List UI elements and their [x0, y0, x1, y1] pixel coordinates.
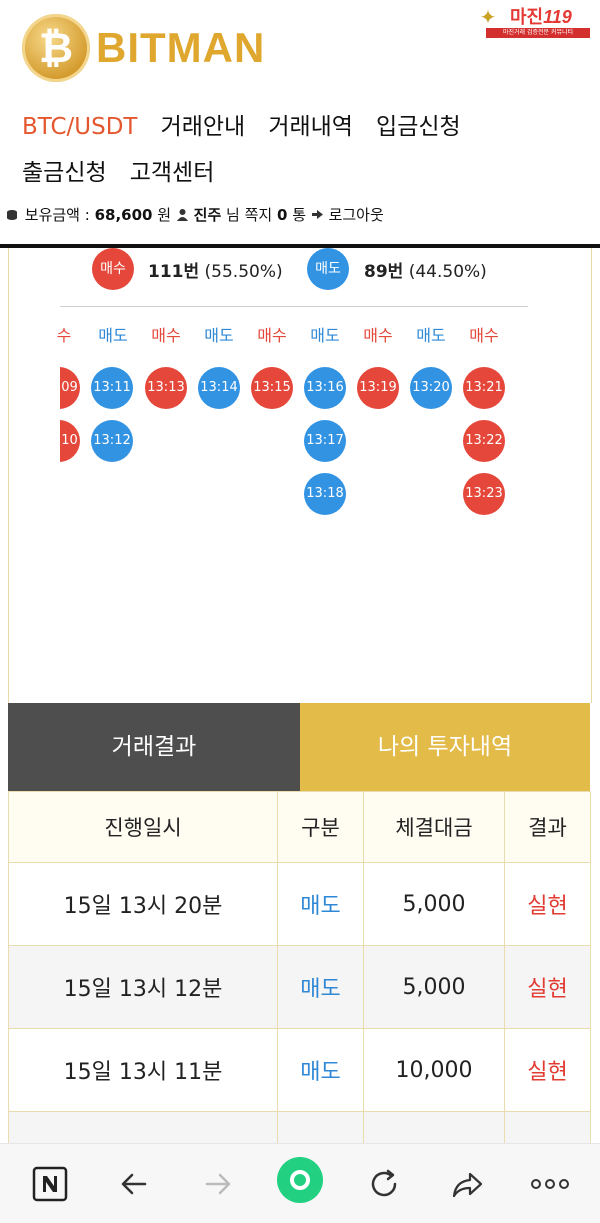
user-info-bar: 보유금액 : 68,600 원 진주 님 쪽지 0 통 로그아웃 [6, 204, 384, 225]
row-type: 매도 [277, 862, 364, 946]
time-cell: 13:20 [410, 367, 452, 409]
sell-badge: 매도 [307, 248, 349, 290]
nav-deposit[interactable]: 입금신청 [376, 114, 461, 140]
time-cell: 13:11 [91, 367, 133, 409]
badge-subtitle: 마진거래 검증전문 커뮤니티 [486, 28, 590, 38]
column-label: 매수 [469, 326, 499, 345]
refresh-icon[interactable] [362, 1162, 406, 1206]
column-label: 매수 [363, 326, 393, 345]
column-label: 매도 [310, 326, 340, 345]
row-amount: 10,000 [363, 1028, 505, 1112]
column-label: 매수 [151, 326, 181, 345]
header-divider [0, 244, 600, 248]
share-icon[interactable] [446, 1162, 490, 1206]
column-label: 매도 [416, 326, 446, 345]
time-cell: 13:12 [91, 420, 133, 462]
table-row: 15일 13시 12분 매도 5,000 실현 [8, 945, 591, 1029]
majin-badge[interactable]: ✦ 마진119 마진거래 검증전문 커뮤니티 [466, 5, 592, 38]
user-icon [176, 207, 189, 221]
table-row: 15일 13시 11분 매도 10,000 실현 [8, 1028, 591, 1112]
time-cell: 13:19 [357, 367, 399, 409]
header-result: 결과 [504, 791, 591, 863]
result-tabs: 거래결과 나의 투자내역 [8, 703, 590, 791]
time-cell: 13:16 [304, 367, 346, 409]
time-cell: 13:21 [463, 367, 505, 409]
balance-value: 68,600 [94, 206, 153, 224]
balance-unit: 원 [157, 206, 172, 224]
main-nav-row2: 출금신청 고객센터 [22, 156, 232, 190]
time-cell: 13:22 [463, 420, 505, 462]
nav-trade-guide[interactable]: 거래안내 [160, 114, 246, 140]
home-icon[interactable] [276, 1156, 324, 1204]
forward-icon[interactable] [196, 1162, 240, 1206]
tab-trade-result[interactable]: 거래결과 [8, 703, 300, 791]
site-header: ₿ BITMAN ✦ 마진119 마진거래 검증전문 커뮤니티 BTC/USDT… [0, 0, 600, 248]
nav-trade-history[interactable]: 거래내역 [268, 114, 353, 140]
eagle-icon: ✦ [479, 5, 497, 29]
tab-my-investments[interactable]: 나의 투자내역 [300, 703, 590, 791]
row-amount: 5,000 [363, 945, 505, 1029]
more-icon[interactable] [528, 1162, 572, 1206]
balance-label: 보유금액 : [24, 206, 90, 224]
nav-btc-usdt[interactable]: BTC/USDT [22, 114, 138, 140]
time-cell: 13:09 [60, 367, 80, 409]
nav-support[interactable]: 고객센터 [129, 160, 215, 186]
site-logo-text[interactable]: BITMAN [96, 24, 266, 71]
row-amount: 5,000 [363, 862, 505, 946]
nav-withdraw[interactable]: 출금신청 [22, 160, 107, 186]
buy-stat: 111번 (55.50%) [148, 262, 283, 282]
time-cell: 13:10 [60, 420, 80, 462]
row-type: 매도 [277, 945, 364, 1029]
time-cell: 13:18 [304, 473, 346, 515]
column-label: 매도 [98, 326, 128, 345]
time-cell: 13:14 [198, 367, 240, 409]
column-label: 매도 [204, 326, 234, 345]
table-row: 15일 13시 20분 매도 5,000 실현 [8, 862, 591, 946]
back-icon[interactable] [112, 1162, 156, 1206]
header-type: 구분 [277, 791, 364, 863]
row-result: 실현 [504, 862, 591, 946]
time-cell: 13:23 [463, 473, 505, 515]
board-divider [60, 306, 528, 307]
message-label: 님 쪽지 [226, 206, 273, 224]
buy-badge: 매수 [92, 248, 134, 290]
time-grid: 13:09 13:10 13:11 13:12 13:13 13:14 13:1… [60, 360, 540, 530]
table-header-row: 진행일시 구분 체결대금 결과 [8, 791, 591, 863]
time-cell: 13:15 [251, 367, 293, 409]
column-label: 매수 [257, 326, 287, 345]
logout-link[interactable]: 로그아웃 [328, 206, 384, 224]
logout-icon [311, 207, 324, 220]
main-nav: BTC/USDT 거래안내 거래내역 입금신청 [22, 110, 582, 144]
row-date: 15일 13시 11분 [8, 1028, 278, 1112]
bitcoin-logo-icon[interactable]: ₿ [22, 14, 90, 82]
time-cell: 13:17 [304, 420, 346, 462]
header-date: 진행일시 [8, 791, 278, 863]
column-label: 수 [56, 326, 72, 345]
browser-toolbar [0, 1143, 600, 1223]
row-result: 실현 [504, 1028, 591, 1112]
user-name: 진주 [193, 206, 222, 224]
time-cell: 13:13 [145, 367, 187, 409]
investment-table: 진행일시 구분 체결대금 결과 15일 13시 20분 매도 5,000 실현 … [8, 791, 591, 1195]
sell-stat: 89번 (44.50%) [364, 262, 487, 282]
row-date: 15일 13시 12분 [8, 945, 278, 1029]
message-count[interactable]: 0 [276, 206, 288, 224]
naver-icon[interactable] [28, 1162, 72, 1206]
badge-title: 마진119 [510, 7, 572, 27]
row-date: 15일 13시 20분 [8, 862, 278, 946]
row-type: 매도 [277, 1028, 364, 1112]
header-amount: 체결대금 [363, 791, 505, 863]
row-result: 실현 [504, 945, 591, 1029]
message-unit: 통 [292, 206, 307, 224]
coins-icon [6, 207, 18, 220]
